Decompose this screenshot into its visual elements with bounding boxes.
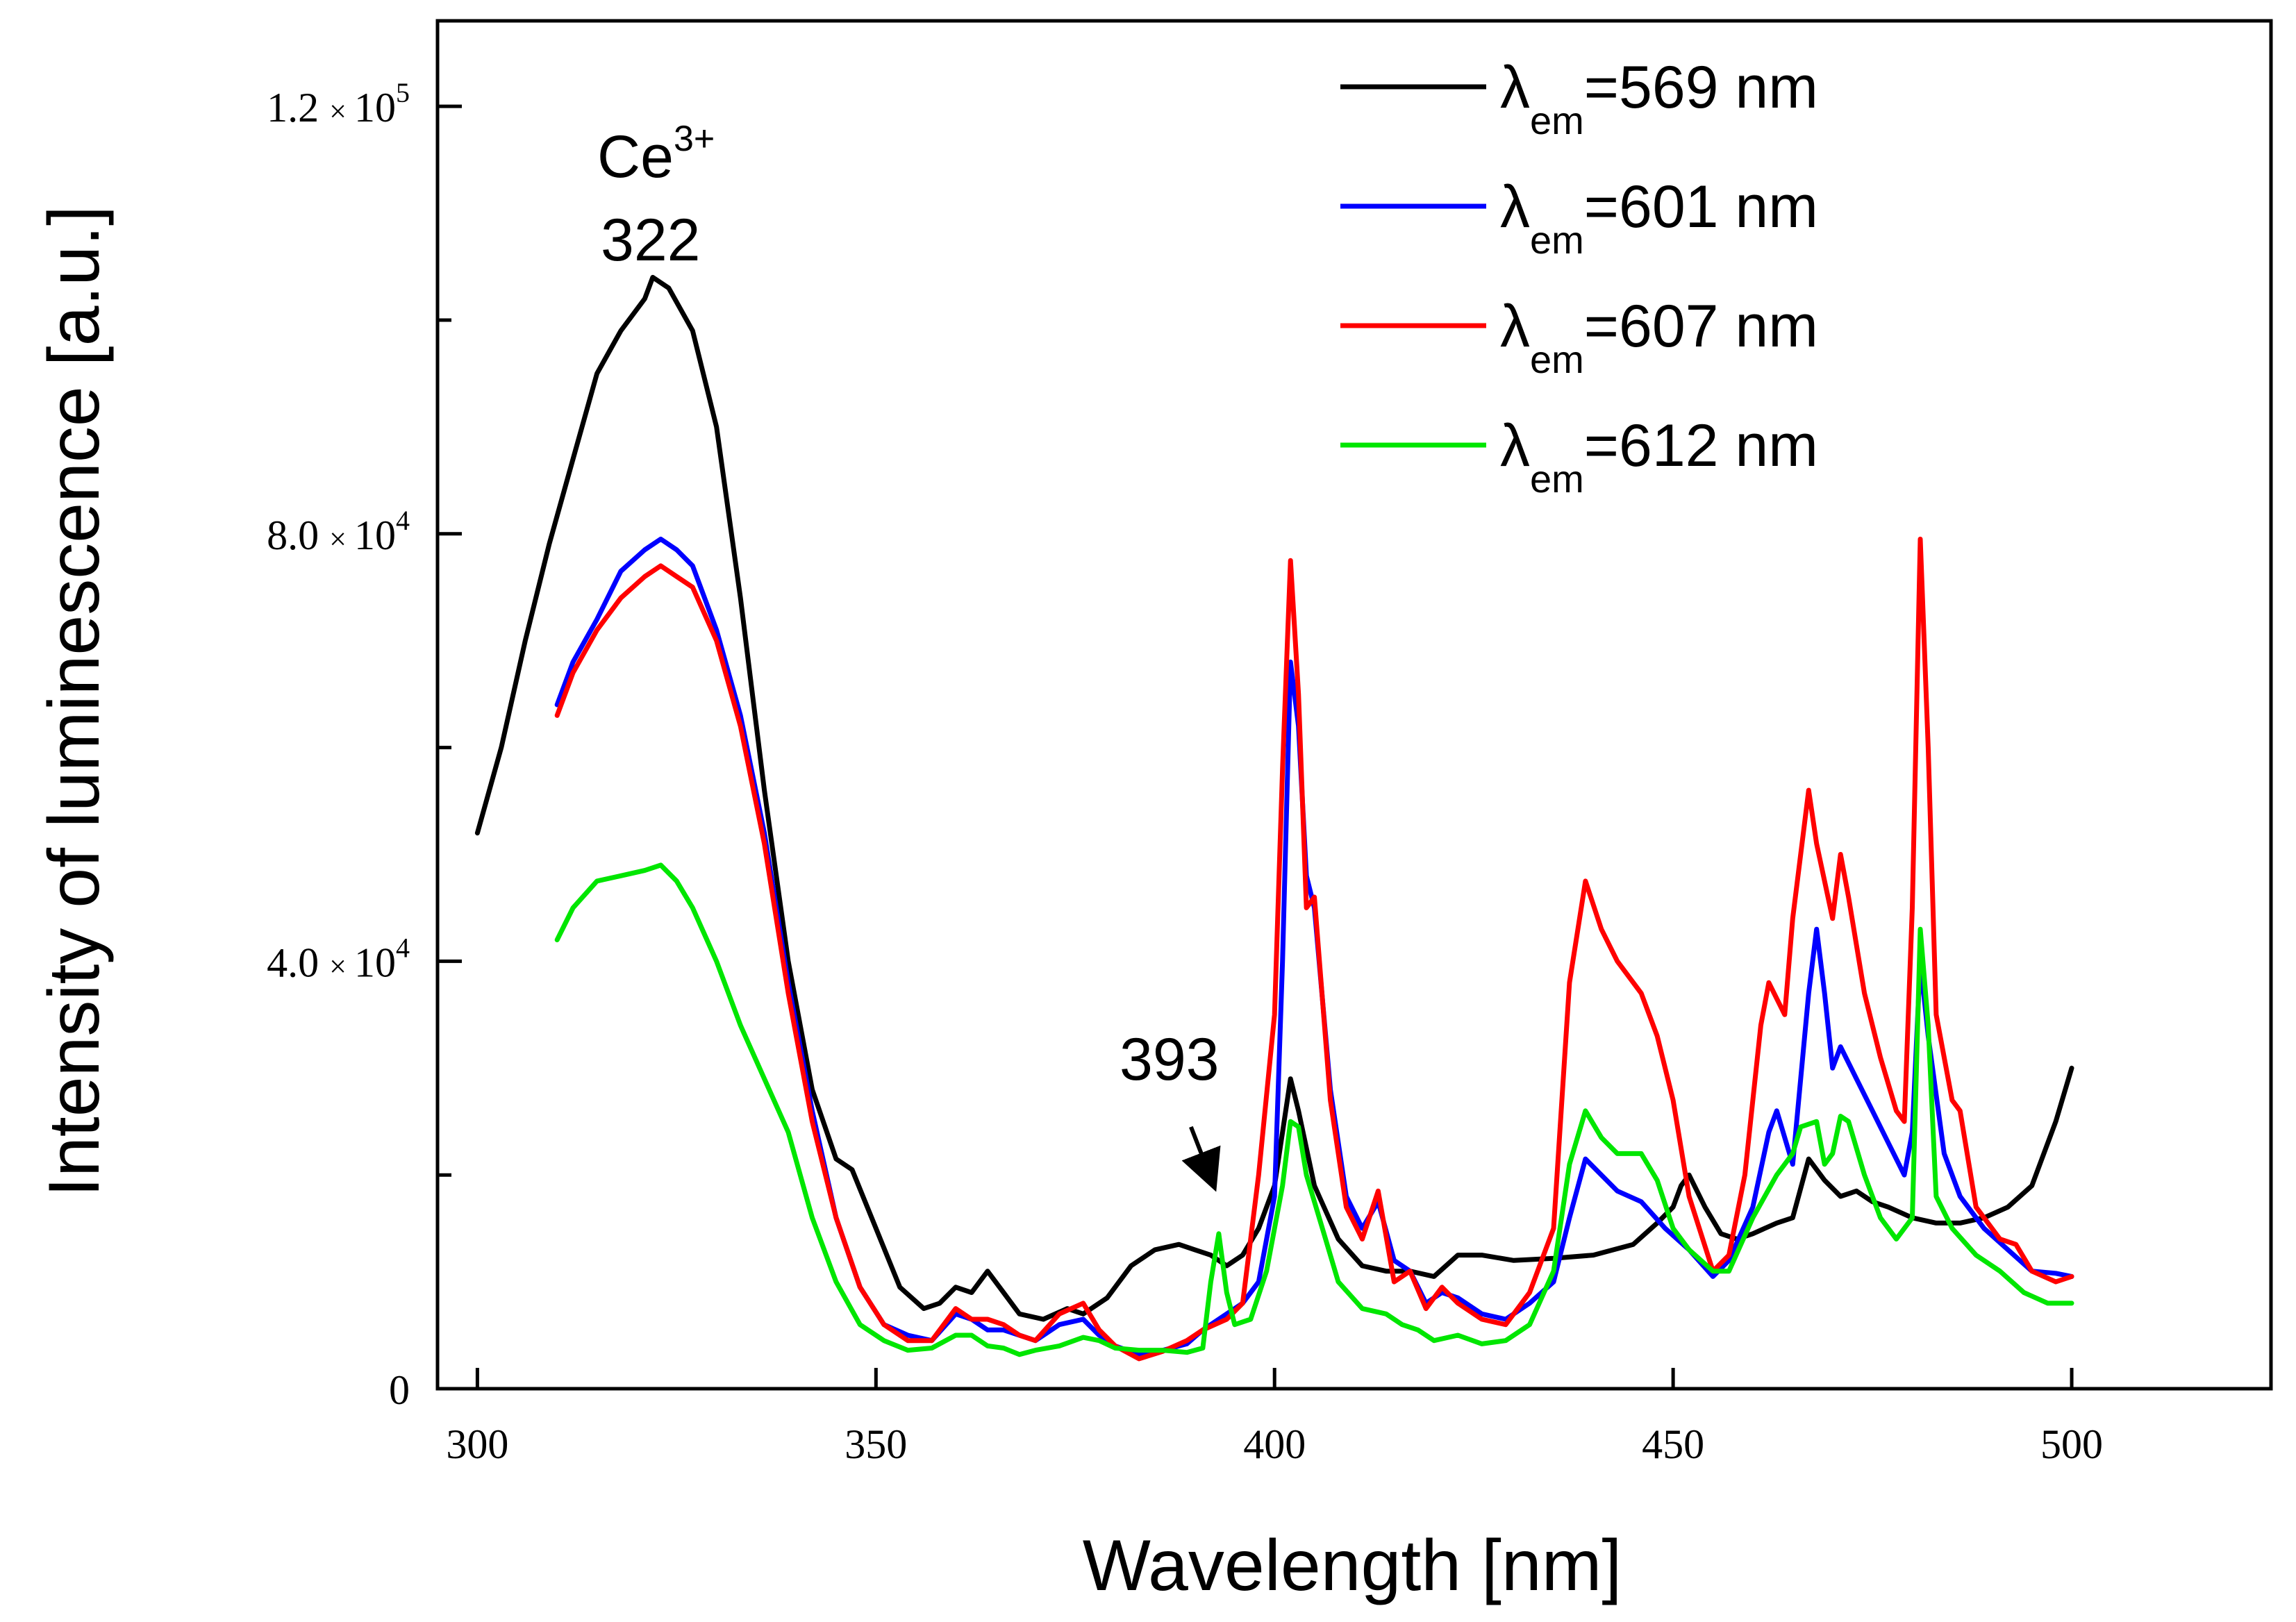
y-tick-label-1: 4.0 × 104 bbox=[267, 932, 410, 985]
ce-ion-symbol: Ce bbox=[597, 124, 674, 190]
ce-ion-charge: 3+ bbox=[674, 119, 715, 159]
y-axis-ticks: 0 4.0 × 104 8.0 × 104 1.2 × 105 bbox=[267, 77, 462, 1413]
legend-label-3: λem=607 nm bbox=[1500, 293, 1818, 381]
y-tick-label-0: 0 bbox=[389, 1367, 410, 1413]
x-tick-label-300: 300 bbox=[446, 1421, 508, 1467]
x-axis-title: Wavelength [nm] bbox=[1083, 1525, 1622, 1606]
legend-label-4: λem=612 nm bbox=[1500, 412, 1818, 501]
ce-peak-label: 322 bbox=[601, 207, 701, 274]
series-line-3 bbox=[554, 536, 2074, 1362]
legend-label-1: λem=569 nm bbox=[1500, 54, 1818, 142]
peak-393-arrow bbox=[1181, 1126, 1221, 1192]
x-tick-label-500: 500 bbox=[2040, 1421, 2103, 1467]
x-tick-label-450: 450 bbox=[1642, 1421, 1704, 1467]
series-layer bbox=[474, 274, 2074, 1362]
ce-ion-annotation: Ce3+ bbox=[597, 119, 715, 190]
peak-393-label: 393 bbox=[1120, 1026, 1220, 1093]
x-tick-label-400: 400 bbox=[1243, 1421, 1306, 1467]
series-line-1 bbox=[474, 274, 2074, 1322]
legend-label-2: λem=601 nm bbox=[1500, 174, 1818, 262]
series-line-2 bbox=[554, 536, 2074, 1357]
y-tick-label-3: 1.2 × 105 bbox=[267, 77, 410, 131]
plot-area-frame bbox=[435, 19, 2273, 1391]
y-tick-label-2: 8.0 × 104 bbox=[267, 505, 410, 558]
x-axis-ticks: 300 350 400 450 500 bbox=[446, 1368, 2103, 1467]
legend: λem=569 nm λem=601 nm λem=607 nm λem=612 nm bbox=[1340, 54, 1818, 501]
series-line-4 bbox=[554, 862, 2074, 1357]
x-tick-label-350: 350 bbox=[845, 1421, 907, 1467]
y-axis-title: Intensity of luminescence [a.u.] bbox=[34, 206, 115, 1197]
